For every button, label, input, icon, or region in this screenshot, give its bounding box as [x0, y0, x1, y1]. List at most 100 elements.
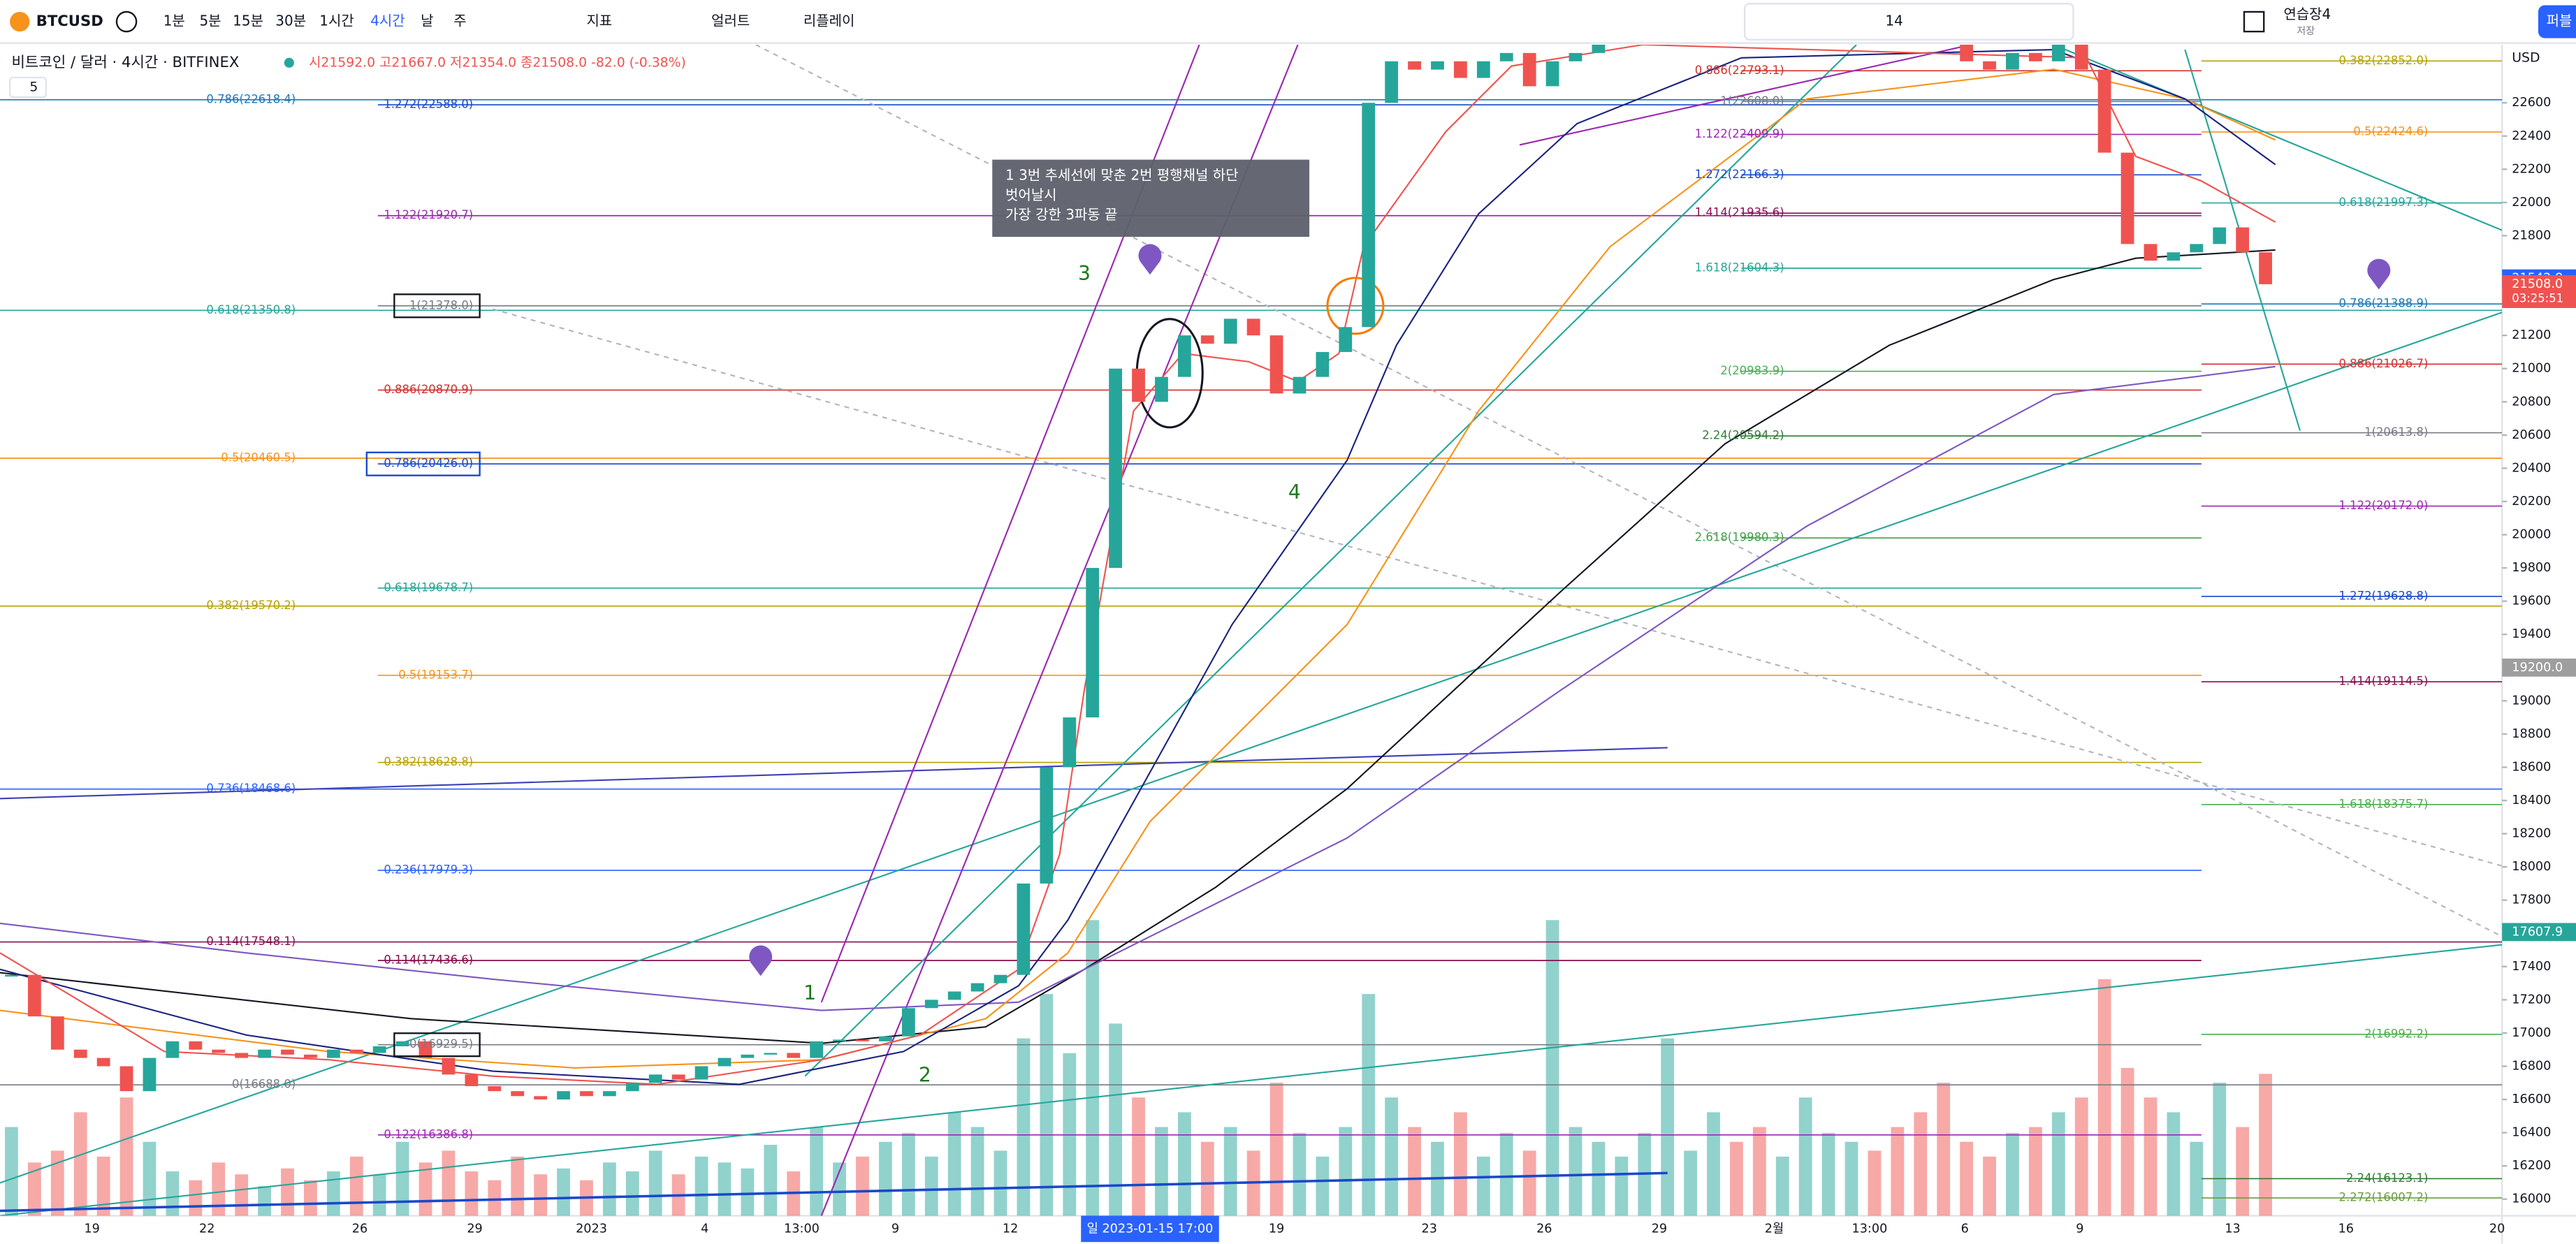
volume-bar — [326, 1171, 340, 1216]
interval-button[interactable]: 15분 — [233, 13, 263, 29]
indicator-toggle[interactable] — [8, 76, 48, 98]
fib-label: 0.736(18468.6) — [206, 782, 296, 795]
volume-bar — [1798, 1097, 1812, 1216]
volume-bar — [50, 1150, 64, 1216]
compare-button[interactable] — [115, 10, 138, 33]
y-tick-label: 18800 — [2512, 727, 2551, 741]
fib-label: 0.786(21388.9) — [2339, 297, 2429, 310]
fib-label: 0.886(21026.7) — [2339, 357, 2429, 370]
pin[interactable] — [1138, 244, 1162, 275]
fib-label: 0.114(17436.6) — [384, 953, 473, 967]
pin[interactable] — [2367, 258, 2391, 290]
volume-bar — [1040, 994, 1054, 1216]
symbol-icon — [10, 11, 30, 32]
candle — [602, 1091, 616, 1097]
y-tick-label: 16000 — [2512, 1192, 2551, 1206]
overlay: 22600 22400 22200 22000 21800 21200 21000 20800… — [84, 54, 2576, 1243]
candle — [1316, 351, 1330, 377]
candle — [1040, 767, 1054, 884]
annotation-line: 벗어날시 — [1005, 186, 1057, 203]
annotation-line: 1 3번 추세선에 맞춘 2번 평행채널 하단 — [1005, 167, 1238, 184]
x-tick-label: 20 — [2489, 1222, 2505, 1236]
interval-button[interactable]: 4시간 — [370, 13, 405, 29]
fib-label: 0.5(22424.6) — [2353, 124, 2428, 138]
y-tick-label: 17200 — [2512, 993, 2551, 1007]
volume-bar — [1522, 1150, 1536, 1216]
indicator-count[interactable]: 5 — [29, 80, 38, 95]
candle — [50, 1016, 64, 1050]
volume-bar — [1109, 1023, 1123, 1216]
volume-bar — [1914, 1112, 1928, 1216]
wave-label: 2 — [919, 1064, 931, 1087]
x-tick-label: 일 2023-01-15 17:00 — [1087, 1221, 1214, 1236]
y-tick-label: 20800 — [2512, 395, 2551, 409]
candle — [258, 1049, 271, 1058]
countdown: 03:25:51 — [2512, 292, 2563, 305]
y-tick-label: 18000 — [2512, 860, 2551, 874]
alert-button[interactable]: 얼러트 — [711, 13, 750, 29]
candle — [994, 974, 1007, 983]
candle — [1431, 61, 1444, 70]
volume-bar — [764, 1144, 778, 1216]
pin[interactable] — [749, 945, 773, 976]
volume-bar — [1177, 1112, 1191, 1216]
volume-bar — [994, 1150, 1007, 1216]
volume-bar — [96, 1156, 110, 1216]
candle — [1408, 61, 1421, 70]
interval-button[interactable]: 1분 — [163, 13, 185, 29]
candle — [1385, 61, 1399, 103]
indicators-button[interactable]: 지표 — [586, 13, 612, 29]
volume-bar — [1592, 1141, 1606, 1216]
volume-bar — [27, 1162, 41, 1216]
publish-button[interactable] — [2538, 5, 2576, 38]
interval-button[interactable]: 1시간 — [319, 13, 354, 29]
fib-label: 1.272(22588.0) — [384, 98, 473, 111]
x-tick-label: 19 — [1269, 1222, 1284, 1236]
interval-button[interactable]: 30분 — [275, 13, 306, 29]
volume-bar — [1821, 1133, 1835, 1216]
volume-bar — [1752, 1127, 1766, 1216]
interval-button[interactable]: 날 — [421, 13, 433, 29]
fib-label: 1.618(21604.3) — [1695, 261, 1784, 275]
y-tick-label: 19600 — [2512, 594, 2551, 608]
trendline — [0, 944, 2503, 1216]
price-badge — [2502, 923, 2576, 942]
y-tick-label: 18200 — [2512, 827, 2551, 841]
pins — [749, 244, 2391, 976]
volume-bar — [1339, 1127, 1353, 1216]
volume-bar — [1017, 1038, 1031, 1216]
layout-icon[interactable] — [2243, 10, 2265, 33]
interval-button[interactable]: 5분 — [199, 13, 221, 29]
fib-label: 2.24(16123.1) — [2346, 1171, 2428, 1185]
volume-bar — [1891, 1127, 1905, 1216]
y-tick-label: 16600 — [2512, 1092, 2551, 1106]
candle — [648, 1074, 662, 1083]
volume-bar — [1707, 1112, 1720, 1216]
volume-bar — [442, 1150, 456, 1216]
candle — [419, 1041, 432, 1058]
volume-bar — [1086, 920, 1100, 1216]
font-size[interactable]: 14 — [1885, 13, 1902, 29]
candle — [304, 1054, 317, 1058]
replay-button[interactable]: 리플레이 — [803, 13, 855, 29]
volume-bar — [143, 1141, 157, 1216]
fib-label: 0.382(22852.0) — [2339, 54, 2429, 67]
volume-bar — [1385, 1097, 1399, 1216]
candle — [741, 1054, 755, 1058]
interval-button[interactable]: 주 — [453, 13, 466, 29]
channel-line — [820, 44, 1299, 1216]
candle — [625, 1083, 639, 1092]
volume-bar — [810, 1127, 824, 1216]
x-tick-label: 13:00 — [784, 1222, 820, 1236]
volume-bar — [534, 1174, 548, 1216]
candle — [96, 1058, 110, 1067]
candle — [1246, 319, 1260, 336]
currency[interactable]: USD — [2512, 50, 2540, 65]
save-status[interactable]: 저장 — [2297, 26, 2315, 37]
symbol[interactable]: BTCUSD — [36, 12, 103, 29]
publish-label[interactable]: 퍼블 — [2547, 13, 2573, 29]
layout-name[interactable]: 연습장4 — [2283, 6, 2331, 22]
volume-bar — [511, 1156, 525, 1216]
